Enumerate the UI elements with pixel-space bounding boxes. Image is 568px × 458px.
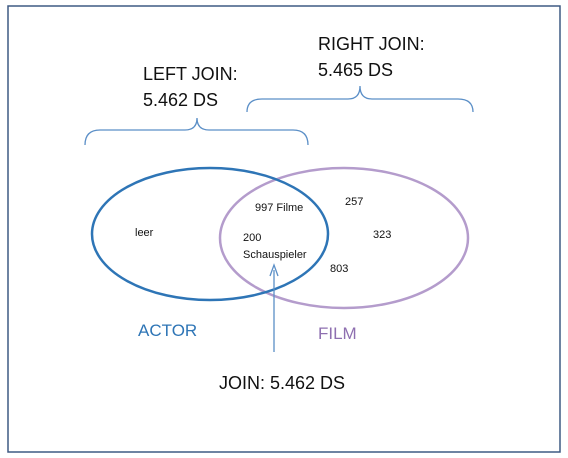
left-join-value: 5.462 DS (143, 90, 218, 110)
intersection-actors: Schauspieler (243, 249, 307, 261)
actor-only: leer (135, 227, 154, 239)
right-join-label: RIGHT JOIN: (318, 34, 425, 54)
film-only: 257 (345, 196, 363, 208)
left-brace (84, 117, 309, 146)
right-brace (246, 85, 474, 113)
right-join-value: 5.465 DS (318, 60, 393, 80)
join-arrowhead (269, 263, 279, 277)
film-only: 803 (330, 263, 348, 275)
film-only: 323 (373, 229, 391, 241)
join-label: JOIN: 5.462 DS (219, 373, 345, 393)
actor-set (90, 166, 330, 302)
film-label: FILM (318, 324, 357, 343)
actor-label: ACTOR (138, 321, 197, 340)
film-set (218, 166, 470, 310)
left-join-label: LEFT JOIN: (143, 64, 238, 84)
intersection-count: 200 (243, 232, 261, 244)
intersection-films: 997 Filme (255, 202, 303, 214)
